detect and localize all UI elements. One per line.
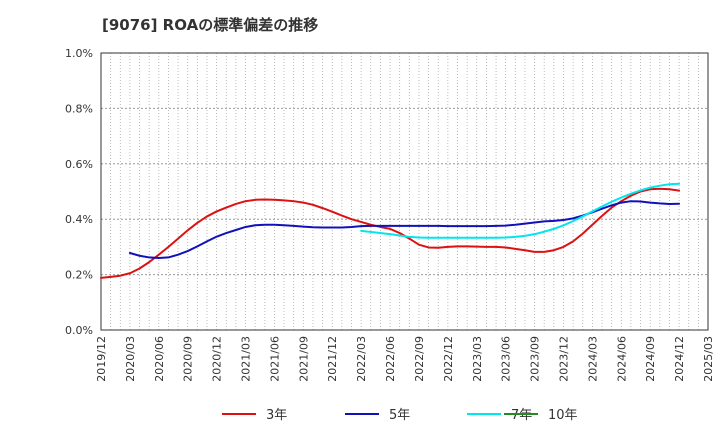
series-lines bbox=[100, 182, 681, 279]
legend-label: 3年 bbox=[266, 408, 287, 423]
series-line-7年 bbox=[360, 182, 681, 239]
x-tick-label: 2021/12 bbox=[326, 336, 339, 382]
x-tick-label: 2022/03 bbox=[355, 336, 368, 382]
legend-label: 5年 bbox=[389, 408, 410, 423]
plot-frame bbox=[100, 52, 709, 331]
y-tick-label: 0.6% bbox=[65, 158, 93, 171]
x-tick-label: 2021/03 bbox=[240, 336, 253, 382]
chart-title: [9076] ROAの標準偏差の推移 bbox=[102, 16, 319, 34]
legend: 3年 5年 7年 10年 bbox=[222, 408, 578, 423]
legend-label: 10年 bbox=[548, 408, 578, 423]
x-tick-label: 2023/06 bbox=[500, 336, 513, 382]
x-tick-label: 2020/03 bbox=[124, 336, 137, 382]
x-tick-label: 2020/12 bbox=[211, 336, 224, 382]
x-tick-label: 2024/09 bbox=[644, 336, 657, 382]
x-tick-label: 2023/12 bbox=[557, 336, 570, 382]
x-tick-label: 2024/12 bbox=[673, 336, 686, 382]
x-tick-label: 2024/03 bbox=[586, 336, 599, 382]
axes: 0.0% 0.2% 0.4% 0.6% 0.8% 1.0% 2019/12 2020/03 20… bbox=[65, 47, 715, 382]
series-line-3年 bbox=[100, 187, 681, 279]
x-tick-label: 2023/03 bbox=[471, 336, 484, 382]
legend-label: 7年 bbox=[511, 408, 532, 423]
y-tick-label: 0.0% bbox=[65, 324, 93, 337]
x-tick-label: 2025/03 bbox=[702, 336, 715, 382]
x-tick-label: 2023/09 bbox=[529, 336, 542, 382]
x-tick-label: 2021/06 bbox=[268, 336, 281, 382]
plot-background bbox=[101, 53, 708, 330]
y-tick-label: 0.2% bbox=[65, 269, 93, 282]
y-tick-label: 0.8% bbox=[65, 102, 93, 115]
x-tick-label: 2022/06 bbox=[384, 336, 397, 382]
x-tick-label: 2019/12 bbox=[95, 336, 108, 382]
x-tick-label: 2022/09 bbox=[413, 336, 426, 382]
x-tick-label: 2021/09 bbox=[297, 336, 310, 382]
y-tick-label: 1.0% bbox=[65, 47, 93, 60]
x-tick-label: 2024/06 bbox=[615, 336, 628, 382]
y-tick-label: 0.4% bbox=[65, 213, 93, 226]
x-tick-label: 2022/12 bbox=[442, 336, 455, 382]
x-tick-label: 2020/06 bbox=[153, 336, 166, 382]
x-tick-label: 2020/09 bbox=[182, 336, 195, 382]
